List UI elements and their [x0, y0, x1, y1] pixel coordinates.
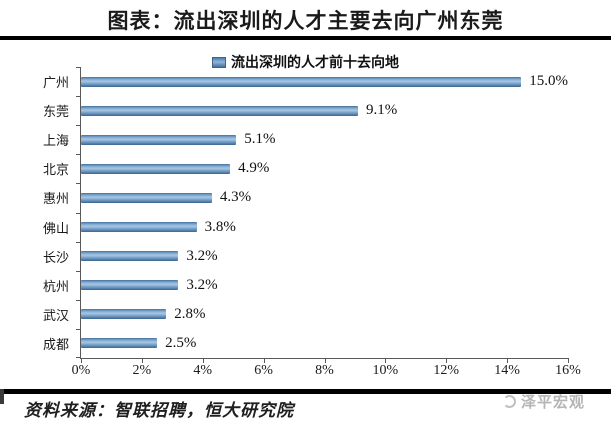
- value-label: 2.5%: [165, 334, 197, 351]
- bar: [81, 280, 179, 291]
- category-label: 上海: [42, 133, 69, 149]
- value-label: 3.8%: [204, 218, 236, 235]
- footer-divider: [0, 389, 611, 394]
- category-label: 杭州: [42, 278, 69, 294]
- bar: [81, 76, 522, 87]
- category-label: 广州: [42, 75, 69, 91]
- chart-row: 惠州 4.3%: [43, 183, 568, 212]
- value-label: 3.2%: [186, 247, 218, 264]
- y-axis-tick: [76, 125, 81, 127]
- bar-chart-plot-area: 广州 15.0% 东莞 9.1% 上海 5.1% 北京 4.9% 惠州 4.3% 佛山 3.8% 长沙 3…: [43, 67, 581, 378]
- x-axis-tick-label: 0%: [71, 363, 91, 378]
- category-label: 东莞: [42, 104, 69, 120]
- legend-label: 流出深圳的人才前十去向地: [231, 56, 399, 71]
- bar: [81, 338, 158, 349]
- chart-row: 东莞 9.1%: [43, 96, 568, 125]
- data-source-note: 资料来源：智联招聘，恒大研究院: [24, 401, 294, 420]
- x-axis-tick-label: 14%: [494, 363, 520, 378]
- category-label: 惠州: [42, 191, 69, 207]
- y-axis-tick: [76, 328, 81, 330]
- y-axis-tick: [76, 183, 81, 185]
- x-axis-tick-label: 12%: [433, 363, 460, 378]
- y-axis-tick: [76, 299, 81, 301]
- chart-row: 长沙 3.2%: [43, 242, 568, 271]
- value-label: 5.1%: [244, 131, 276, 148]
- x-axis-tick: [446, 358, 448, 363]
- bar: [81, 251, 179, 262]
- chart-row: 成都 2.5%: [43, 329, 568, 358]
- chart-legend: 流出深圳的人才前十去向地: [0, 52, 611, 72]
- chart-row: 杭州 3.2%: [43, 271, 568, 300]
- bar: [81, 222, 197, 233]
- chart-row: 武汉 2.8%: [43, 300, 568, 329]
- x-axis-tick: [385, 358, 387, 363]
- bar: [81, 192, 212, 203]
- y-axis-tick: [76, 241, 81, 243]
- x-axis-tick-label: 8%: [315, 363, 334, 378]
- title-divider: [0, 36, 611, 40]
- x-axis-tick-label: 6%: [254, 363, 273, 378]
- watermark-text: 泽平宏观: [520, 395, 585, 411]
- category-label: 长沙: [42, 249, 69, 265]
- bar: [81, 163, 231, 174]
- y-axis-tick: [76, 357, 81, 358]
- x-axis-tick-label: 2%: [132, 363, 152, 378]
- category-label: 北京: [42, 162, 69, 178]
- x-axis-tick-label: 10%: [372, 363, 399, 378]
- y-axis-tick: [76, 154, 81, 156]
- value-label: 2.8%: [174, 305, 206, 322]
- value-label: 4.9%: [238, 160, 270, 177]
- category-label: 佛山: [42, 220, 69, 236]
- legend-marker-icon: [212, 56, 226, 68]
- x-axis-tick: [507, 358, 509, 363]
- y-axis-tick: [76, 96, 81, 98]
- watermark: 泽平宏观: [502, 391, 585, 412]
- chart-row: 佛山 3.8%: [43, 212, 568, 241]
- x-axis-tick: [202, 358, 204, 363]
- bar: [81, 309, 167, 320]
- x-axis-tick: [81, 358, 82, 363]
- footer-divider-nub: [0, 389, 4, 404]
- y-axis-tick: [76, 212, 81, 214]
- x-axis-tick: [324, 358, 326, 363]
- value-label: 3.2%: [186, 276, 218, 293]
- x-axis-tick: [263, 358, 265, 363]
- value-label: 9.1%: [365, 102, 398, 119]
- x-axis-tick-label: 16%: [555, 363, 581, 378]
- bar: [81, 134, 237, 145]
- watermark-logo-icon: [502, 395, 516, 408]
- y-axis-tick: [76, 270, 81, 272]
- x-axis-tick-label: 4%: [193, 363, 213, 378]
- x-axis-tick: [568, 358, 569, 363]
- chart-row: 上海 5.1%: [43, 125, 568, 154]
- category-label: 武汉: [42, 307, 69, 323]
- x-axis-tick: [141, 358, 143, 363]
- value-label: 4.3%: [219, 189, 252, 206]
- value-label: 15.0%: [529, 73, 568, 90]
- chart-row: 广州 15.0%: [43, 67, 568, 96]
- y-axis-tick: [76, 67, 81, 68]
- page-title: 图表：流出深圳的人才主要去向广州东莞: [107, 9, 504, 33]
- chart-row: 北京 4.9%: [43, 154, 568, 183]
- category-label: 成都: [42, 336, 69, 352]
- bar: [81, 105, 358, 116]
